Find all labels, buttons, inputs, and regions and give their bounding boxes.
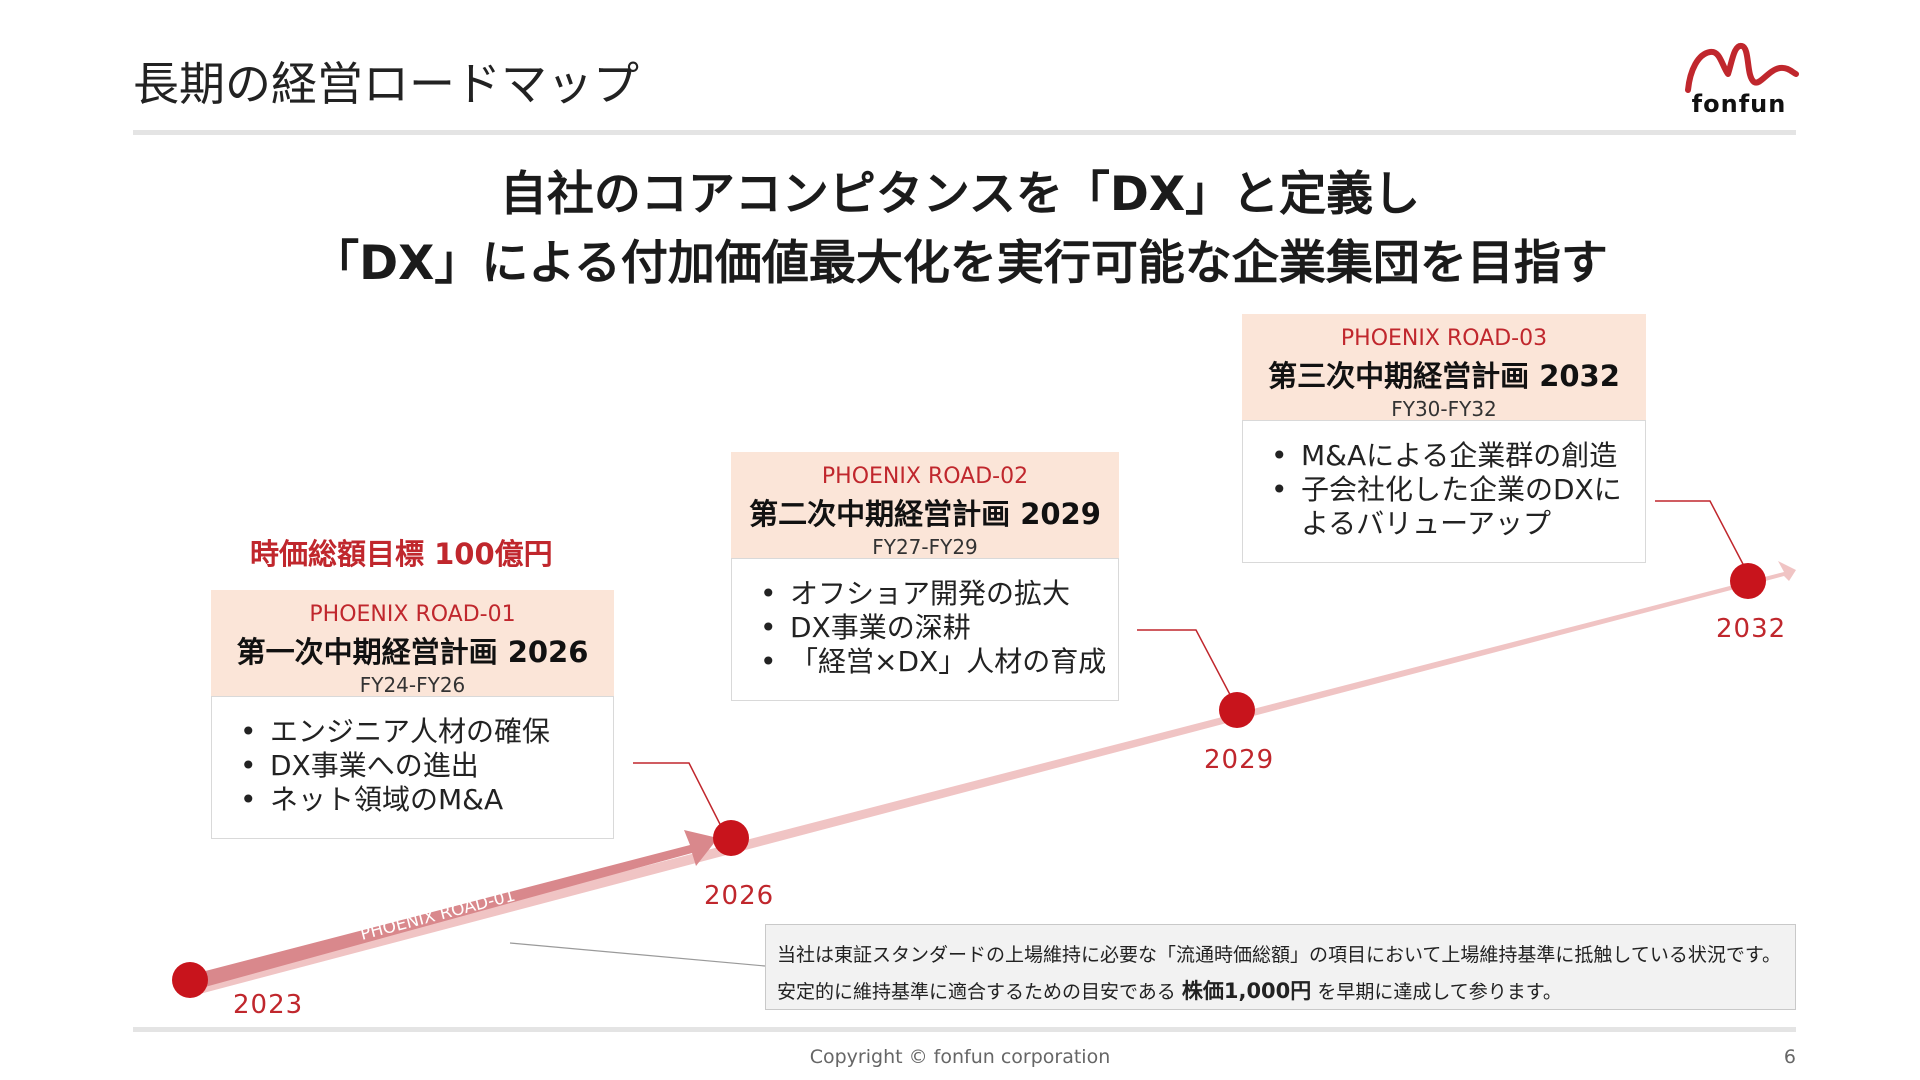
headline-line-1: 自社のコアコンピタンスを「DX」と定義し	[499, 167, 1421, 222]
listing-note: 当社は東証スタンダードの上場維持に必要な「流通時価総額」の項目において上場維持基…	[765, 924, 1796, 1010]
plan-3-item: M&Aによる企業群の創造	[1271, 439, 1645, 473]
plan-3-item: よるバリューアップ	[1301, 507, 1552, 540]
plan-2-item: オフショア開発の拡大	[760, 577, 1118, 611]
plan-2-title: 第二次中期経営計画 2029	[749, 497, 1101, 531]
note-target-price: 株価1,000円	[1181, 979, 1312, 1003]
plan-1-item: DX事業への進出	[240, 749, 613, 783]
plan-1-header: PHOENIX ROAD-01 第一次中期経営計画 2026 FY24-FY26	[211, 590, 614, 697]
note-line-2-after: を早期に達成して参ります。	[1311, 981, 1562, 1003]
plan-2-header: PHOENIX ROAD-02 第二次中期経営計画 2029 FY27-FY29	[731, 452, 1119, 559]
year-label-2026: 2026	[704, 881, 775, 911]
milestone-2029	[1219, 692, 1255, 728]
plan-2-code: PHOENIX ROAD-02	[821, 464, 1029, 489]
plan-1-code: PHOENIX ROAD-01	[309, 602, 516, 627]
plan-1-period: FY24-FY26	[359, 673, 466, 697]
milestone-2023	[172, 962, 208, 998]
milestone-2032	[1730, 563, 1766, 599]
roadmap-arrow-phase1	[190, 830, 718, 990]
note-line-2-before: 安定的に維持基準に適合するための目安である	[777, 981, 1182, 1003]
plan-3-body: M&Aによる企業群の創造 子会社化した企業のDXに よるバリューアップ	[1242, 420, 1646, 563]
plan-3-period: FY30-FY32	[1391, 397, 1497, 421]
plan-2-item: DX事業の深耕	[760, 611, 1118, 645]
note-connector-line	[509, 942, 766, 967]
note-line-1: 当社は東証スタンダードの上場維持に必要な「流通時価総額」の項目において上場維持基…	[777, 944, 1781, 966]
year-label-2032: 2032	[1716, 614, 1787, 644]
connector-line-2	[1137, 629, 1237, 707]
page-number: 6	[1783, 1046, 1796, 1068]
headline-line-2: 「DX」による付加価値最大化を実行可能な企業集団を目指す	[312, 236, 1608, 291]
plan-3-header: PHOENIX ROAD-03 第三次中期経営計画 2032 FY30-FY32	[1242, 314, 1646, 421]
market-cap-target: 時価総額目標 100億円	[250, 537, 553, 571]
plan-2-item: 「経営×DX」人材の育成	[760, 645, 1118, 679]
milestone-2026	[713, 820, 749, 856]
plan-2-body: オフショア開発の拡大 DX事業の深耕 「経営×DX」人材の育成	[731, 558, 1119, 701]
connector-line-3	[1655, 500, 1745, 567]
page-title: 長期の経営ロードマップ	[133, 57, 639, 111]
connector-line-1	[633, 762, 727, 837]
roadmap-arrow-long	[188, 561, 1796, 996]
year-label-2023: 2023	[233, 990, 304, 1020]
plan-1-title: 第一次中期経営計画 2026	[236, 635, 589, 669]
fonfun-logo	[1680, 40, 1800, 120]
plan-3-code: PHOENIX ROAD-03	[1340, 326, 1548, 351]
logo-mark-icon	[1685, 42, 1799, 93]
plan-1-item: ネット領域のM&A	[240, 783, 613, 817]
copyright: Copyright © fonfun corporation	[809, 1046, 1111, 1068]
header-divider	[133, 130, 1796, 135]
plan-1-item: エンジニア人材の確保	[240, 715, 613, 749]
plan-1-body: エンジニア人材の確保 DX事業への進出 ネット領域のM&A	[211, 696, 614, 839]
plan-3-title: 第三次中期経営計画 2032	[1268, 359, 1620, 393]
note-line-2: 安定的に維持基準に適合するための目安である 株価1,000円 を早期に達成して参…	[777, 973, 1795, 1010]
footer-divider	[133, 1027, 1796, 1032]
logo-text: fonfun	[1691, 90, 1787, 118]
plan-3-item: 子会社化した企業のDXに	[1271, 473, 1645, 507]
year-label-2029: 2029	[1204, 745, 1275, 775]
plan-2-period: FY27-FY29	[872, 535, 978, 559]
